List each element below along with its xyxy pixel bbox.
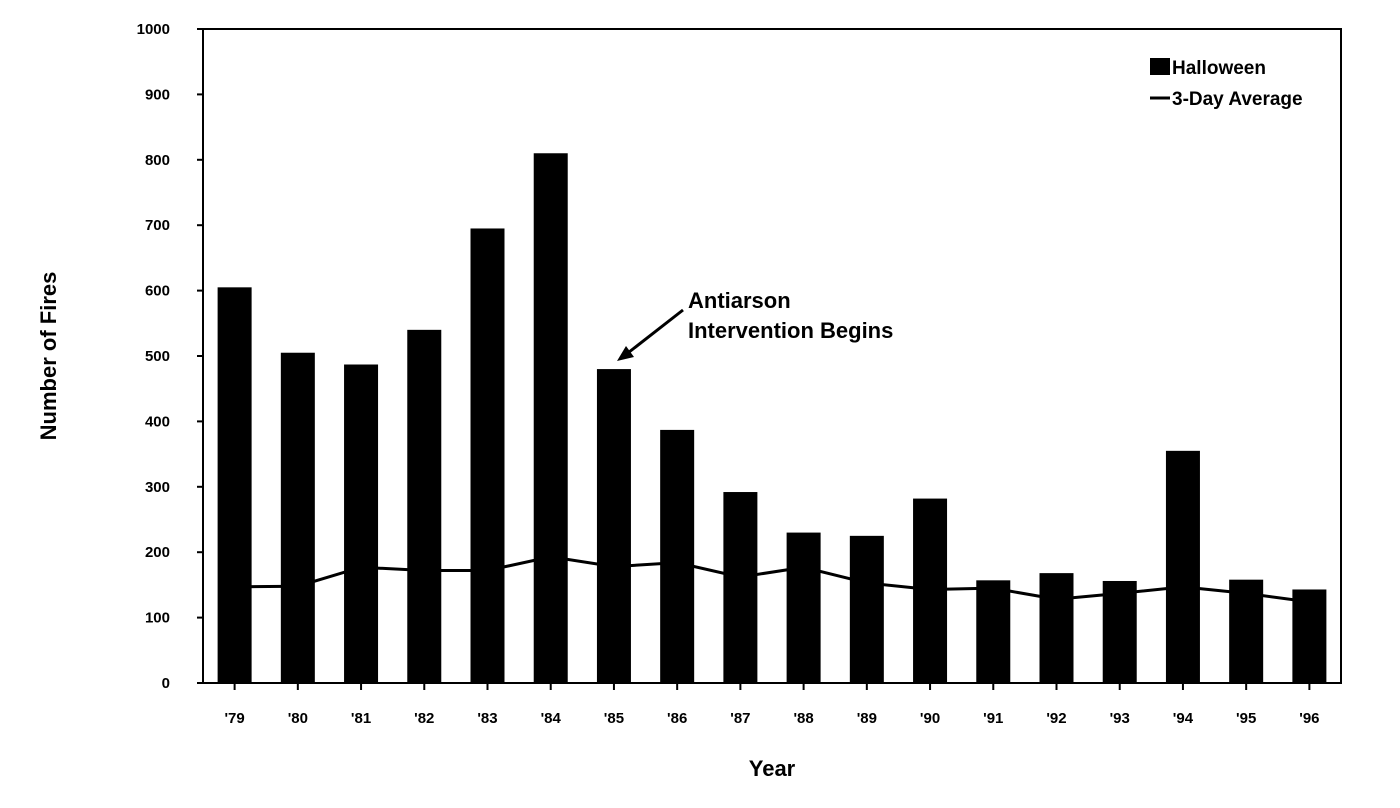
x-tick-label: '80	[288, 710, 308, 727]
y-tick-label: 700	[145, 217, 170, 234]
annotation-line-2: Intervention Begins	[688, 318, 893, 343]
average-point	[738, 575, 742, 579]
average-point	[1181, 585, 1185, 589]
x-tick-label: '79	[224, 710, 244, 727]
average-line	[234, 555, 1310, 604]
x-tick-label: '87	[730, 710, 750, 727]
y-tick-label: 200	[145, 544, 170, 561]
average-point	[1244, 591, 1248, 595]
average-point	[296, 584, 300, 588]
bar-halloween	[533, 153, 568, 683]
bar-series	[217, 153, 1327, 683]
x-tick-label: '95	[1236, 710, 1256, 727]
x-tick-label: '82	[414, 710, 434, 727]
average-point	[675, 561, 679, 565]
average-point	[612, 565, 616, 569]
bar-halloween	[1292, 589, 1327, 683]
bar-halloween	[660, 429, 695, 683]
y-tick-label: 400	[145, 413, 170, 430]
y-axis-title: Number of Fires	[36, 272, 61, 441]
x-tick-label: '89	[857, 710, 877, 727]
x-tick-label: '92	[1046, 710, 1066, 727]
annotation: Antiarson Intervention Begins	[617, 288, 893, 361]
x-tick-label: '96	[1299, 710, 1319, 727]
bar-halloween	[786, 532, 821, 683]
bar-halloween	[470, 228, 505, 683]
y-axis: 0 100 200 300 400 500 600 700 800 900 1000	[137, 21, 203, 692]
y-tick-label: 0	[162, 675, 170, 692]
y-tick-label: 500	[145, 348, 170, 365]
bar-halloween	[407, 329, 442, 683]
legend-halloween-label: Halloween	[1172, 58, 1266, 79]
average-point	[865, 581, 869, 585]
bar-halloween	[596, 369, 631, 683]
line-series	[233, 555, 1311, 604]
x-tick-label: '94	[1173, 710, 1194, 727]
bar-halloween	[280, 352, 315, 683]
x-tick-label: '85	[604, 710, 624, 727]
bar-halloween	[723, 492, 758, 683]
average-point	[991, 586, 995, 590]
bar-halloween	[976, 580, 1011, 683]
x-tick-label: '84	[541, 710, 562, 727]
x-tick-label: '81	[351, 710, 371, 727]
bar-halloween	[849, 535, 884, 683]
y-tick-label: 300	[145, 479, 170, 496]
legend: Halloween 3-Day Average	[1150, 58, 1303, 110]
legend-halloween-swatch	[1150, 58, 1170, 75]
bar-halloween	[344, 364, 379, 683]
x-tick-label: '91	[983, 710, 1003, 727]
x-axis: '79 '80 '81 '82 '83 '84 '85 '86 '87 '88 '89 '90 '91 '…	[224, 683, 1320, 727]
legend-average-label: 3-Day Average	[1172, 89, 1303, 110]
average-point	[486, 569, 489, 573]
average-point	[233, 585, 237, 589]
bar-halloween	[217, 287, 252, 683]
annotation-arrowhead	[617, 346, 634, 361]
x-tick-label: '83	[477, 710, 497, 727]
x-tick-label: '86	[667, 710, 687, 727]
annotation-line-1: Antiarson	[688, 288, 791, 313]
bar-halloween	[1039, 573, 1074, 683]
average-point	[1307, 600, 1311, 604]
average-point	[422, 569, 426, 573]
average-point	[802, 565, 806, 569]
y-tick-label: 600	[145, 283, 170, 300]
y-tick-label: 800	[145, 152, 170, 169]
bar-halloween	[1102, 580, 1137, 683]
bar-halloween	[1165, 450, 1200, 683]
y-tick-label: 100	[145, 610, 170, 627]
average-point	[1118, 591, 1122, 595]
x-tick-label: '88	[793, 710, 813, 727]
annotation-arrow	[623, 308, 684, 358]
average-point	[1055, 597, 1058, 601]
average-line-highlight	[234, 556, 1310, 603]
y-tick-label: 1000	[137, 21, 170, 38]
average-point	[928, 587, 932, 591]
average-point	[549, 555, 553, 559]
bar-halloween	[1229, 579, 1264, 683]
average-point	[359, 565, 363, 569]
x-tick-label: '93	[1110, 710, 1130, 727]
x-tick-label: '90	[920, 710, 940, 727]
x-axis-title: Year	[749, 756, 796, 781]
y-tick-label: 900	[145, 86, 170, 103]
